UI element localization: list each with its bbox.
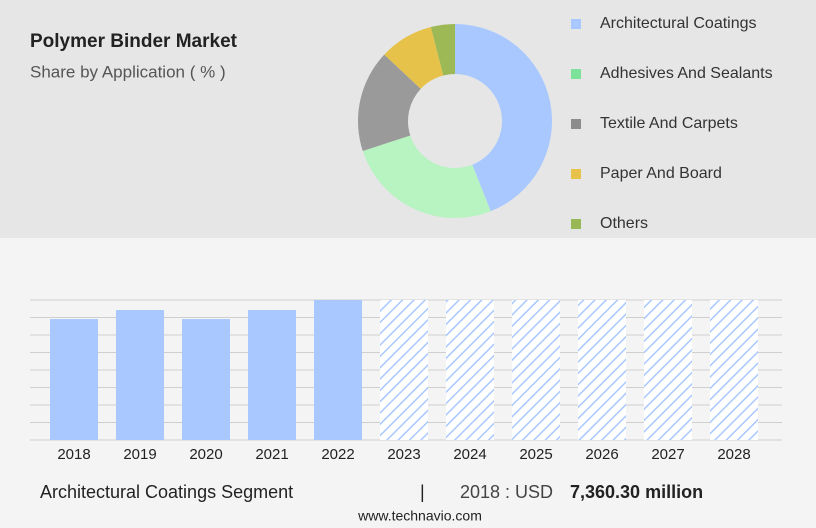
- legend-swatch: [571, 119, 581, 129]
- pie-slice: [430, 24, 455, 76]
- bar: [314, 300, 362, 440]
- legend-swatch: [571, 69, 581, 79]
- pie-slice: [362, 135, 491, 218]
- segment-label: Architectural Coatings Segment: [40, 482, 293, 502]
- bar: [50, 319, 98, 440]
- chart-subtitle: Share by Application ( % ): [30, 62, 226, 81]
- x-tick-label: 2021: [255, 446, 288, 463]
- x-tick-label: 2026: [585, 446, 618, 463]
- legend-label: Adhesives And Sealants: [600, 65, 773, 82]
- forecast-bar: [578, 300, 626, 440]
- x-tick-label: 2024: [453, 446, 486, 463]
- forecast-bar: [710, 300, 758, 440]
- forecast-bar: [644, 300, 692, 440]
- x-tick-label: 2019: [123, 446, 156, 463]
- legend-label: Paper And Board: [600, 165, 722, 182]
- separator: |: [420, 482, 425, 502]
- x-tick-label: 2022: [321, 446, 354, 463]
- year-label: 2018 : USD: [460, 482, 553, 502]
- bar: [116, 310, 164, 440]
- pie-slice: [455, 24, 552, 212]
- legend-label: Others: [600, 215, 648, 232]
- forecast-bar: [446, 300, 494, 440]
- legend-swatch: [571, 19, 581, 29]
- pie-slice: [384, 27, 444, 89]
- x-tick-label: 2020: [189, 446, 222, 463]
- x-tick-label: 2025: [519, 446, 552, 463]
- x-tick-label: 2027: [651, 446, 684, 463]
- bar: [182, 319, 230, 440]
- x-tick-label: 2018: [57, 446, 90, 463]
- forecast-bar: [380, 300, 428, 440]
- legend-label: Architectural Coatings: [600, 15, 757, 32]
- legend-swatch: [571, 219, 581, 229]
- bar: [248, 310, 296, 440]
- x-tick-label: 2023: [387, 446, 420, 463]
- value-label: 7,360.30 million: [570, 482, 703, 502]
- forecast-bar: [512, 300, 560, 440]
- pie-slice: [358, 54, 421, 151]
- source: www.technavio.com: [357, 508, 482, 524]
- legend-swatch: [571, 169, 581, 179]
- legend-label: Textile And Carpets: [600, 115, 738, 132]
- chart-title: Polymer Binder Market: [30, 31, 238, 52]
- x-tick-label: 2028: [717, 446, 750, 463]
